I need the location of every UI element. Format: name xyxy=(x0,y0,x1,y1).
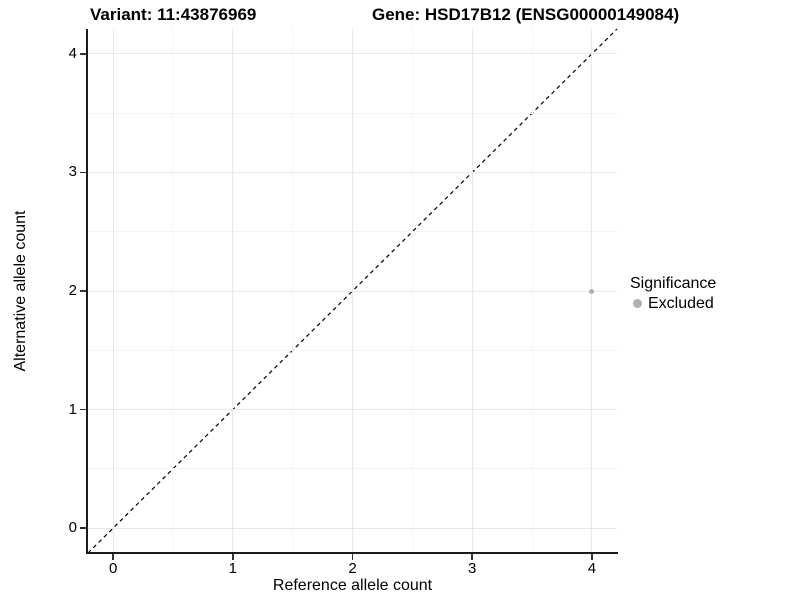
y-axis-tick xyxy=(80,527,86,529)
data-point-excluded xyxy=(589,288,595,294)
y-axis-tick xyxy=(80,171,86,174)
legend-title: Significance xyxy=(630,275,717,292)
y-axis-tick xyxy=(80,408,86,411)
plot-title-variant: Variant: 11:43876969 xyxy=(90,5,257,24)
plot-title-gene: Gene: HSD17B12 (ENSG00000149084) xyxy=(372,5,680,24)
x-axis-tick xyxy=(112,554,114,560)
x-axis-line xyxy=(86,552,618,554)
y-axis-tick xyxy=(80,290,86,292)
legend-item-label: Excluded xyxy=(648,295,714,312)
major-gridline-horizontal xyxy=(88,171,617,173)
x-axis-tick xyxy=(351,554,354,560)
plot-panel xyxy=(87,28,618,554)
y-axis-label: Alternative allele count xyxy=(12,210,29,372)
y-axis-line xyxy=(86,29,88,554)
x-axis-tick xyxy=(471,554,473,560)
x-axis-tick-label: 0 xyxy=(108,560,118,577)
x-axis-tick xyxy=(232,554,234,560)
x-axis-tick-label: 2 xyxy=(348,560,357,577)
x-axis-tick xyxy=(591,554,593,560)
y-axis-tick-label: 1 xyxy=(68,400,77,418)
major-gridline-horizontal xyxy=(88,53,617,55)
legend-item-excluded: Excluded xyxy=(630,294,716,313)
y-axis-tick-label: 4 xyxy=(68,44,77,62)
y-axis-tick-label: 2 xyxy=(68,282,77,299)
y-axis-tick-label: 0 xyxy=(68,519,77,537)
x-axis-tick-label: 4 xyxy=(587,560,597,577)
legend: Significance Excluded xyxy=(630,274,716,313)
major-gridline-vertical xyxy=(471,29,473,553)
major-gridline-horizontal xyxy=(88,290,617,292)
x-axis-label: Reference allele count xyxy=(272,577,433,594)
x-axis-tick-label: 1 xyxy=(228,560,237,577)
y-axis-tick xyxy=(80,53,86,55)
legend-point-swatch xyxy=(633,299,642,308)
y-axis-tick-label: 3 xyxy=(68,163,77,181)
x-axis-tick-label: 3 xyxy=(468,560,477,577)
